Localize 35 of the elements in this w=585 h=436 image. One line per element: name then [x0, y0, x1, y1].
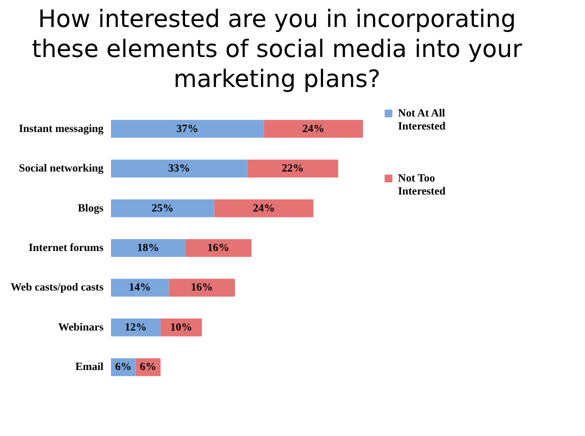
y-tick-label: Instant messaging — [18, 122, 104, 135]
bar — [111, 239, 186, 257]
bar — [111, 160, 248, 178]
chart-title: How interested are you in incorporating these elements of social media into your marketing plans? — [32, 5, 522, 93]
data-label: 18% — [137, 242, 160, 254]
y-tick-label: Internet forums — [28, 242, 104, 254]
data-label: 33% — [168, 162, 190, 175]
data-label: 10% — [170, 321, 192, 334]
bar — [111, 318, 161, 336]
data-label: 37% — [176, 122, 198, 135]
data-label: 16% — [207, 242, 230, 254]
y-tick-label: Web casts/pod casts — [10, 282, 104, 294]
bar — [111, 120, 264, 138]
legend-label: Not At All Interested — [398, 108, 446, 132]
data-label: 25% — [152, 202, 174, 214]
data-label: 24% — [302, 122, 324, 135]
y-tick-label: Webinars — [58, 321, 104, 334]
data-label: 22% — [282, 162, 304, 175]
data-label: 6% — [115, 361, 132, 374]
data-label: 6% — [140, 361, 156, 374]
legend-label: Not Too Interested — [398, 172, 446, 198]
y-tick-label: Social networking — [18, 162, 104, 175]
data-label: 24% — [252, 202, 275, 214]
bar — [247, 160, 338, 178]
bar — [214, 199, 314, 218]
y-tick-label: Blogs — [78, 202, 104, 214]
data-label: 16% — [190, 282, 213, 294]
bar — [185, 239, 252, 257]
bar — [168, 278, 235, 297]
data-label: 12% — [124, 321, 147, 334]
bar — [111, 199, 214, 218]
y-tick-label: Email — [75, 361, 104, 374]
bar — [264, 120, 363, 138]
bar — [111, 278, 169, 297]
data-label: 14% — [128, 282, 151, 294]
